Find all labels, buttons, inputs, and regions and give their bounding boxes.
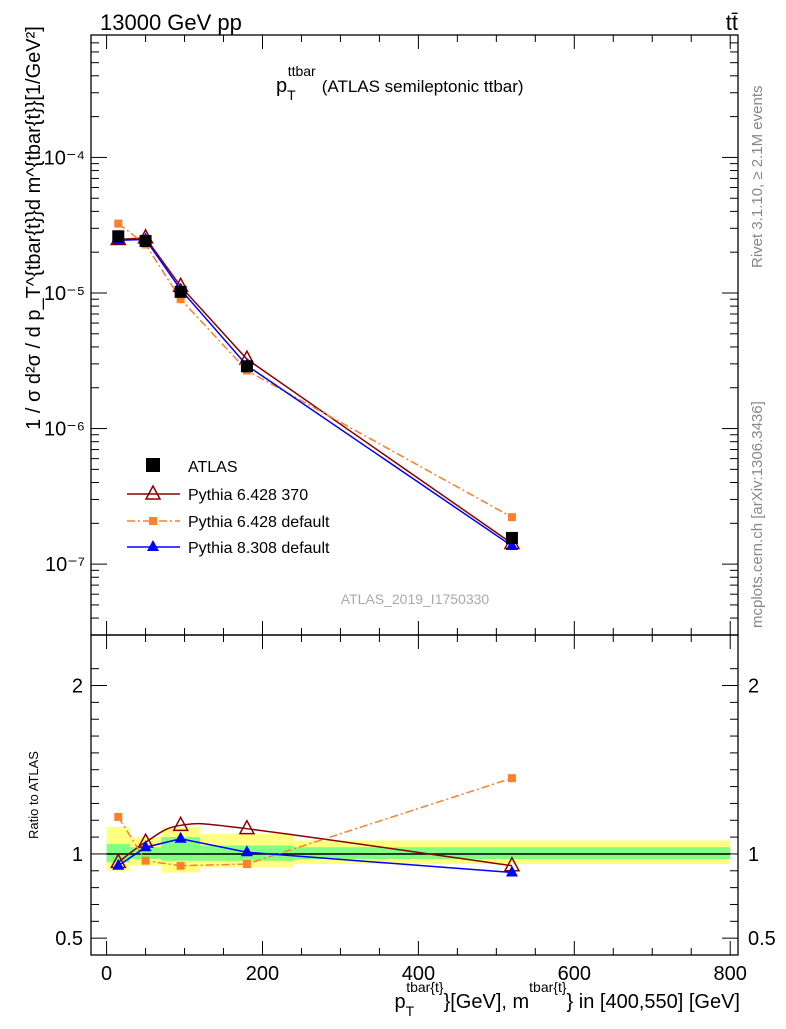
ratio-band-inner (161, 837, 201, 861)
legend-label-py8-default: Pythia 8.308 default (188, 540, 330, 557)
main-y-axis-label: 1 / σ d²σ / d p_T^{tbar{t}}d m^{tbar{t}}… (23, 26, 45, 430)
header-right: tt̄ (726, 10, 738, 35)
series-py6-default-line (117, 223, 513, 518)
x-axis-label: pTtbar{t}}[GeV], mtbar{t}} in [400,550] … (395, 979, 741, 1019)
ratio-series-py6-370-point (172, 815, 189, 832)
rivet-version-label: Rivet 3.1.10, ≥ 2.1M events (749, 86, 766, 269)
ratio-band-inner (293, 847, 731, 859)
y-tick-label: 10⁻⁴ (44, 147, 85, 169)
y-tick-label: 10⁻⁶ (44, 419, 85, 441)
ratio-series-py6-default-point (507, 774, 516, 783)
series-py6-default-point (114, 219, 123, 228)
legend-label-py6-370: Pythia 6.428 370 (188, 487, 308, 504)
series-py6-default-point (507, 513, 516, 522)
series-py6-default-point (176, 295, 185, 304)
ratio-y-tick-label: 2 (72, 676, 83, 698)
ratio-series-py6-default-point (176, 861, 185, 870)
ratio-series-py6-370-line (117, 822, 513, 867)
header-left: 13000 GeV pp (100, 10, 242, 35)
mcplots-label: mcplots.cern.ch [arXiv:1306.3436] (749, 401, 766, 628)
ratio-y-tick-label: 0.5 (55, 928, 83, 950)
ratio-band-inner (129, 847, 162, 859)
legend: ATLAS Pythia 6.428 370 Pythia 6.428 defa… (127, 458, 330, 557)
series-atlas-point (505, 531, 518, 544)
legend-marker-py6-default (149, 517, 157, 525)
ratio-series-py8-default-point (174, 831, 187, 843)
ratio-series-py8-default-point (139, 840, 152, 852)
ratio-series-py8-default-point (505, 865, 518, 877)
legend-marker-py6-370 (144, 484, 162, 500)
ratio-series-py8-default-point (240, 845, 253, 857)
x-tick-label: 800 (714, 963, 747, 985)
series-py8-default-line (118, 238, 513, 547)
main-title: pTttbar(ATLAS semileptonic ttbar) (276, 63, 524, 103)
series-atlas-point (174, 285, 187, 298)
ratio-series-py8-default-point (112, 858, 125, 870)
x-tick-label: 600 (558, 963, 591, 985)
x-tick-label: 200 (246, 963, 279, 985)
ratio-y-tick-label-right: 0.5 (748, 928, 776, 950)
ratio-series-py6-default-point (242, 860, 251, 869)
series-atlas-point (240, 360, 253, 373)
ratio-series-py6-370-point (238, 819, 256, 835)
x-tick-label: 400 (402, 963, 435, 985)
legend-label-py6-default: Pythia 6.428 default (188, 514, 330, 531)
series-atlas-point (112, 230, 125, 243)
main-plot-area: 10⁻⁷ 10⁻⁶ 10⁻⁵ 10⁻⁴ (44, 34, 739, 636)
series-py8-default-point (505, 539, 518, 551)
y-tick-label: 10⁻⁵ (44, 283, 85, 305)
legend-marker-py8-default (147, 540, 159, 551)
ratio-series-py6-default-point (114, 812, 123, 821)
series-atlas-point (139, 234, 152, 247)
analysis-watermark: ATLAS_2019_I1750330 (341, 591, 490, 607)
legend-marker-atlas (146, 458, 160, 472)
ratio-y-tick-label: 1 (72, 844, 83, 866)
ratio-y-axis-label: Ratio to ATLAS (26, 751, 41, 839)
legend-label-atlas: ATLAS (188, 459, 238, 476)
y-tick-label: 10⁻⁷ (45, 554, 85, 576)
ratio-y-tick-label-right: 2 (748, 676, 759, 698)
ratio-frame (90, 634, 739, 956)
x-tick-label: 0 (101, 963, 112, 985)
ratio-y-tick-label-right: 1 (748, 844, 759, 866)
ratio-series-py6-default-point (141, 856, 150, 865)
